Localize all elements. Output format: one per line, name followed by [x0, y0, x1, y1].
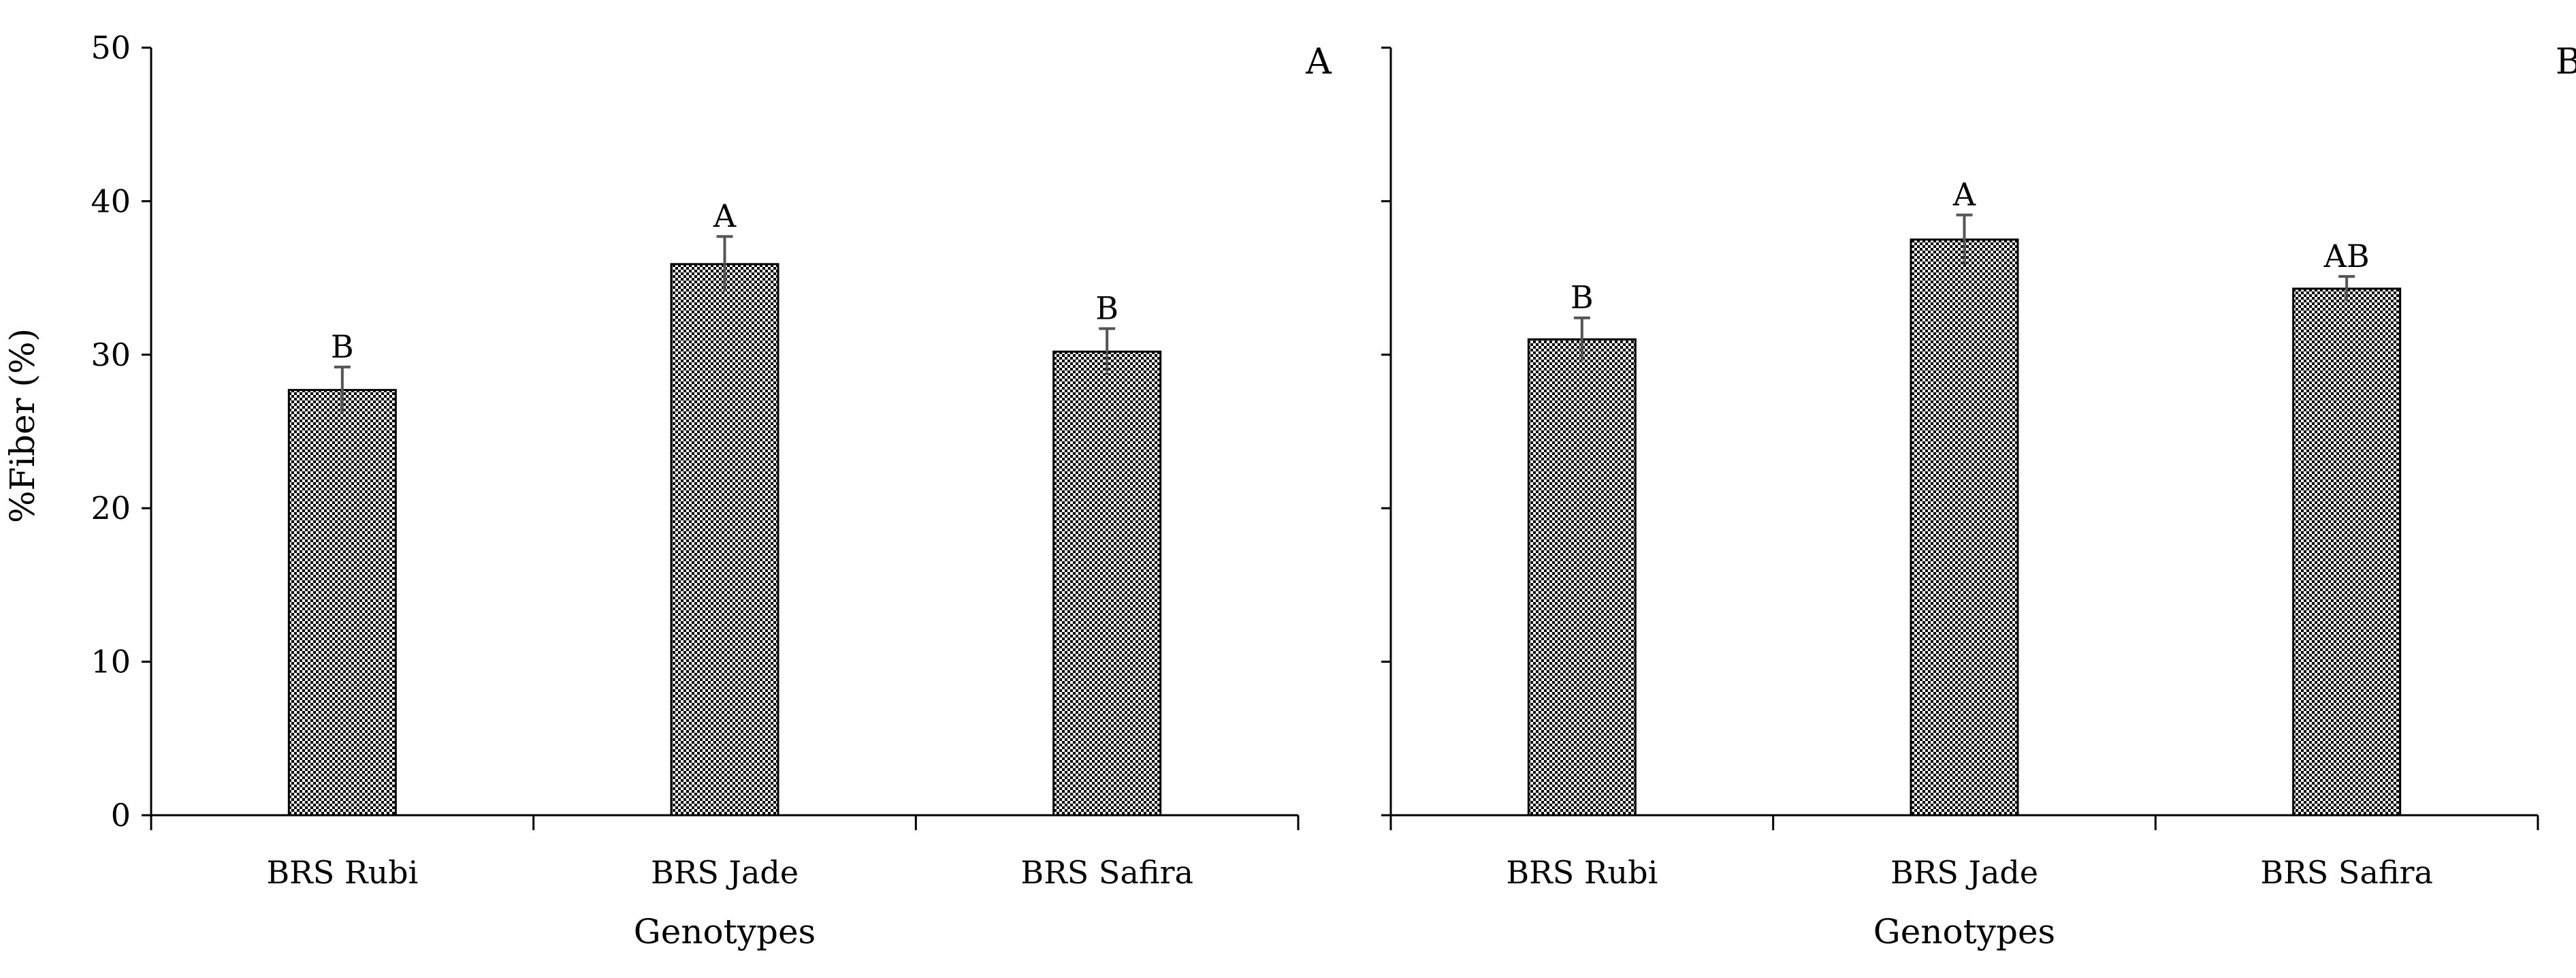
significance-letter: B: [1095, 289, 1118, 326]
significance-letter: A: [1952, 176, 1976, 213]
bar: [1527, 338, 1637, 817]
bar: [287, 389, 397, 817]
panel-a: 0 10 20 30 40 50 B BRS Rubi A BRS Jade B BRS Safira…: [91, 29, 1332, 951]
bar: [2292, 287, 2402, 817]
significance-letter: A: [713, 198, 737, 234]
x-axis-title: Genotypes: [1873, 912, 2055, 951]
x-tick-label: BRS Rubi: [1506, 854, 1658, 891]
x-tick-label: BRS Jade: [1890, 854, 2038, 891]
x-tick-label: BRS Jade: [651, 854, 799, 891]
significance-letter: B: [1571, 279, 1594, 316]
significance-letter: AB: [2323, 238, 2370, 274]
y-tick-label: 20: [91, 490, 131, 526]
x-axis-title: Genotypes: [634, 912, 816, 951]
significance-letter: B: [331, 328, 354, 365]
panel-label: A: [1305, 42, 1332, 82]
x-tick-label: BRS Rubi: [266, 854, 418, 891]
panel-b: B BRS Rubi A BRS Jade AB BRS Safira Genotypes B: [1381, 42, 2576, 951]
y-axis-title: %Fiber (%): [3, 328, 42, 523]
y-tick-label: 10: [91, 644, 131, 680]
y-tick-label: 0: [111, 797, 131, 834]
x-tick-label: BRS Safira: [2260, 854, 2433, 891]
panel-label: B: [2556, 42, 2576, 82]
y-tick-label: 40: [91, 183, 131, 219]
bar: [670, 263, 779, 817]
y-tick-label: 30: [91, 336, 131, 373]
x-tick-label: BRS Safira: [1020, 854, 1193, 891]
y-tick-label: 50: [91, 29, 131, 66]
bar: [1910, 238, 2019, 817]
bar: [1052, 350, 1162, 817]
